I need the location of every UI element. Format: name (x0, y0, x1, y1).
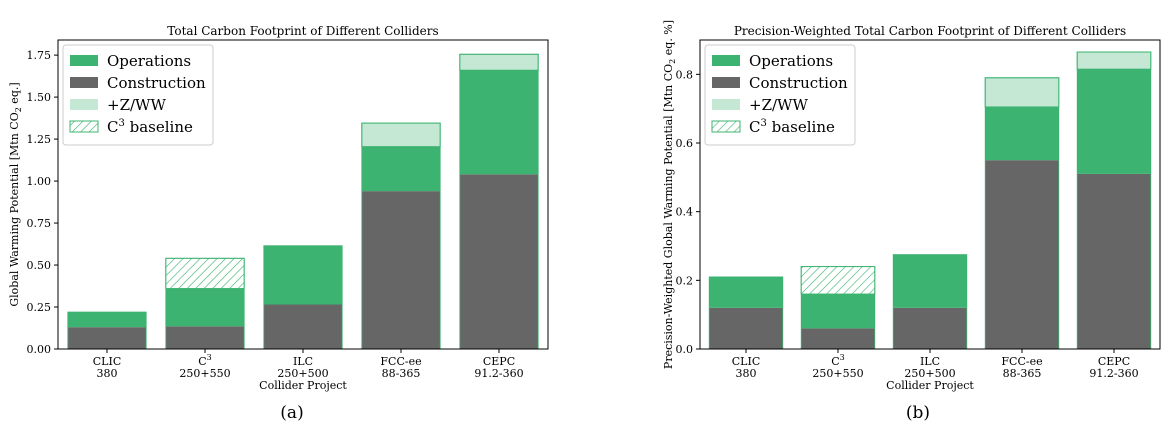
bar-construction (801, 328, 875, 349)
x-tick-label-line2: 91.2-360 (1089, 367, 1138, 380)
y-tick-label: 0.4 (676, 206, 694, 219)
legend-baseline-swatch (70, 121, 98, 132)
bar-operations (68, 312, 146, 327)
y-tick-label: 0.75 (27, 217, 52, 230)
chart-b: Precision-Weighted Total Carbon Footprin… (662, 20, 1160, 423)
legend-zww-swatch (712, 99, 740, 110)
chart-a: Total Carbon Footprint of Different Coll… (8, 24, 548, 423)
bar-baseline (166, 258, 244, 288)
x-tick-label-line2: 91.2-360 (474, 367, 523, 380)
bar-construction (68, 327, 146, 349)
bar-baseline (801, 267, 875, 294)
chart-title: Precision-Weighted Total Carbon Footprin… (734, 24, 1126, 38)
y-tick-label: 1.25 (27, 133, 52, 146)
bar-operations (460, 70, 538, 174)
bar-zww (1077, 52, 1151, 69)
bar-operations (264, 246, 342, 305)
bar-operations (1077, 69, 1151, 174)
bar-operations (362, 147, 440, 192)
y-tick-label: 1.75 (27, 49, 52, 62)
x-tick-label: C3 (831, 353, 845, 368)
bar-zww (460, 54, 538, 70)
x-tick-label-line2: 88-365 (1003, 367, 1042, 380)
x-tick-label: C3 (198, 353, 212, 368)
y-tick-label: 1.00 (27, 175, 52, 188)
bar-construction (264, 304, 342, 349)
bar-operations (166, 289, 244, 327)
bar-operations (985, 107, 1059, 160)
x-tick-label-line2: 88-365 (382, 367, 421, 380)
legend-construction-label: Construction (749, 74, 848, 92)
legend-construction-label: Construction (107, 74, 206, 92)
legend-construction-swatch (70, 77, 98, 88)
y-tick-label: 0.8 (676, 68, 694, 81)
bar-zww (985, 78, 1059, 107)
bar-zww (362, 123, 440, 147)
legend-baseline-swatch (712, 121, 740, 132)
legend-zww-swatch (70, 99, 98, 110)
legend-construction-swatch (712, 77, 740, 88)
x-axis-label: Collider Project (886, 379, 974, 392)
bar-construction (362, 191, 440, 349)
legend-zww-label: +Z/WW (107, 96, 166, 114)
bar-construction (893, 308, 967, 349)
bar-operations (893, 255, 967, 308)
y-tick-label: 0.6 (676, 137, 694, 150)
chart-title: Total Carbon Footprint of Different Coll… (167, 24, 438, 38)
legend-operations-swatch (70, 55, 98, 66)
y-axis-label: Global Warming Potential [Mtn CO2 eq.] (8, 82, 23, 306)
legend-operations-label: Operations (749, 52, 833, 70)
legend-operations-label: Operations (107, 52, 191, 70)
bar-operations (709, 277, 783, 308)
bar-construction (1077, 174, 1151, 349)
bar-construction (709, 308, 783, 349)
x-tick-label-line2: 380 (736, 367, 757, 380)
figure-caption: (a) (280, 403, 303, 423)
y-axis-label: Precision-Weighted Global Warming Potent… (662, 20, 677, 369)
bar-construction (460, 174, 538, 349)
x-tick-label-line2: 380 (97, 367, 118, 380)
y-tick-label: 0.2 (676, 274, 694, 287)
x-tick-label-line2: 250+550 (179, 367, 230, 380)
y-tick-label: 0.25 (27, 301, 52, 314)
x-tick-label-line2: 250+550 (812, 367, 863, 380)
legend-zww-label: +Z/WW (749, 96, 808, 114)
y-tick-label: 1.50 (27, 91, 52, 104)
bar-construction (985, 160, 1059, 349)
bar-construction (166, 326, 244, 349)
y-tick-label: 0.0 (676, 343, 694, 356)
x-axis-label: Collider Project (259, 379, 347, 392)
y-tick-label: 0.00 (27, 343, 52, 356)
y-tick-label: 0.50 (27, 259, 52, 272)
figure-caption: (b) (906, 403, 930, 423)
bar-operations (801, 294, 875, 328)
legend-operations-swatch (712, 55, 740, 66)
